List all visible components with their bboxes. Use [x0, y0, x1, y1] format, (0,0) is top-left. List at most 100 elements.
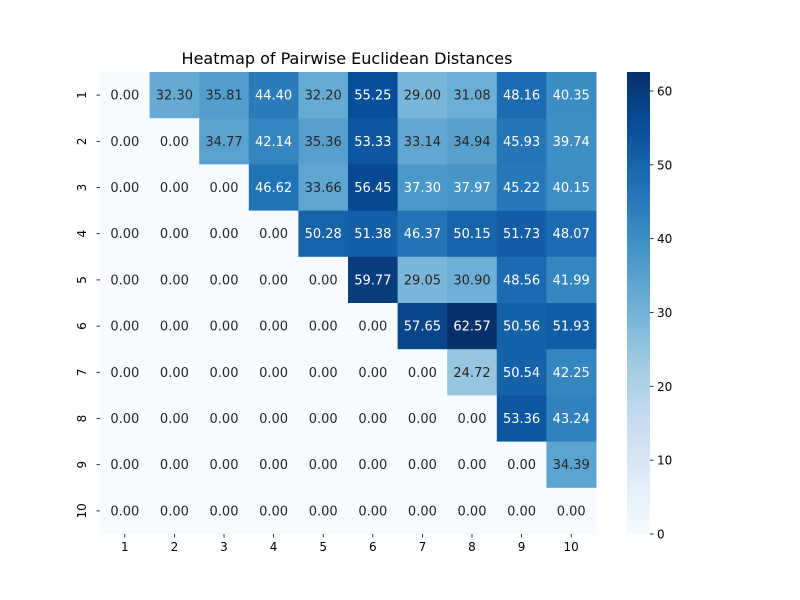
cell-value-label: 42.14	[255, 135, 292, 150]
colorbar-tick-label: 40	[657, 232, 672, 246]
heatmap-cell	[100, 487, 151, 535]
heatmap-cell	[496, 72, 547, 119]
heatmap-cell	[348, 303, 399, 350]
cell-value-label: 0.00	[358, 412, 387, 427]
heatmap-cell	[248, 487, 299, 535]
heatmap-cell	[546, 118, 597, 165]
heatmap-cell	[496, 118, 547, 165]
cell-value-label: 0.00	[408, 412, 437, 427]
cell-value-label: 0.00	[160, 181, 189, 196]
cell-value-label: 0.00	[110, 366, 139, 381]
cell-value-label: 0.00	[259, 227, 288, 242]
cell-value-label: 0.00	[358, 366, 387, 381]
heatmap-cell	[348, 118, 399, 165]
heatmap-cell	[447, 210, 498, 258]
cell-value-label: 0.00	[210, 458, 239, 473]
cell-value-label: 0.00	[557, 504, 586, 519]
heatmap-cell	[447, 349, 498, 396]
x-tick-label: 6	[369, 540, 377, 554]
heatmap-cell	[298, 441, 349, 489]
heatmap-cell	[149, 303, 200, 350]
heatmap-cell	[149, 487, 200, 535]
cell-value-label: 50.28	[305, 227, 342, 242]
cell-value-label: 44.40	[255, 89, 292, 104]
cell-value-label: 31.08	[453, 89, 490, 104]
x-tick-label: 8	[468, 540, 476, 554]
cell-value-label: 0.00	[458, 458, 487, 473]
heatmap-cell	[447, 303, 498, 350]
heatmap-cell	[348, 210, 399, 258]
heatmap-cell	[248, 441, 299, 489]
cell-value-label: 0.00	[408, 458, 437, 473]
heatmap-cell	[546, 164, 597, 212]
y-tick-label: 7	[75, 368, 89, 376]
x-axis-ticks: 1 2 3 4 5 6 7 8 9 10	[121, 534, 579, 554]
cell-value-label: 0.00	[309, 320, 338, 335]
heatmap-cell	[248, 210, 299, 258]
heatmap-cell	[100, 210, 151, 258]
y-tick-label: 3	[75, 184, 89, 192]
cell-value-label: 33.66	[305, 181, 342, 196]
cell-value-label: 0.00	[160, 227, 189, 242]
cell-value-label: 0.00	[210, 273, 239, 288]
cell-value-label: 0.00	[210, 412, 239, 427]
heatmap-cell	[149, 210, 200, 258]
cell-value-label: 0.00	[210, 181, 239, 196]
x-tick-label: 3	[220, 540, 228, 554]
colorbar-tick-label: 20	[657, 380, 672, 394]
heatmap-cell	[199, 256, 250, 304]
cell-value-label: 0.00	[110, 89, 139, 104]
cell-value-label: 0.00	[110, 273, 139, 288]
cell-value-label: 0.00	[259, 320, 288, 335]
heatmap-cell	[248, 164, 299, 212]
cell-value-label: 34.77	[205, 135, 242, 150]
cell-value-label: 51.93	[553, 320, 590, 335]
heatmap-cell	[397, 441, 448, 489]
cell-value-label: 0.00	[309, 273, 338, 288]
heatmap-cell	[348, 349, 399, 396]
cell-value-label: 34.94	[453, 135, 490, 150]
cell-value-label: 35.81	[205, 89, 242, 104]
x-tick-label: 10	[564, 540, 579, 554]
heatmap-cell	[496, 256, 547, 304]
heatmap-cell	[546, 441, 597, 489]
x-tick-label: 2	[171, 540, 179, 554]
cell-value-label: 0.00	[210, 320, 239, 335]
heatmap-cell	[496, 487, 547, 535]
cell-value-label: 0.00	[458, 412, 487, 427]
heatmap-cell	[496, 349, 547, 396]
cell-value-label: 55.25	[354, 89, 391, 104]
heatmap-cell	[298, 210, 349, 258]
heatmap-cell	[397, 487, 448, 535]
cell-value-label: 0.00	[358, 320, 387, 335]
heatmap-cell	[100, 118, 151, 165]
cell-value-label: 0.00	[358, 458, 387, 473]
cell-value-label: 0.00	[110, 412, 139, 427]
heatmap-cell	[298, 349, 349, 396]
y-tick-label: 1	[75, 91, 89, 99]
heatmap-cell	[100, 303, 151, 350]
colorbar: 0 10 20 30 40 50 60	[627, 72, 672, 542]
cell-value-label: 40.35	[553, 89, 590, 104]
cell-value-label: 39.74	[553, 135, 590, 150]
y-tick-label: 9	[75, 461, 89, 469]
cell-value-label: 29.05	[404, 273, 441, 288]
cell-value-label: 0.00	[259, 273, 288, 288]
heatmap-cell	[546, 256, 597, 304]
cell-value-label: 0.00	[259, 458, 288, 473]
x-tick-label: 9	[518, 540, 526, 554]
cell-value-label: 0.00	[210, 227, 239, 242]
cell-value-label: 56.45	[354, 181, 391, 196]
cell-value-label: 0.00	[160, 412, 189, 427]
heatmap-cell	[149, 349, 200, 396]
cell-value-label: 24.72	[453, 366, 490, 381]
heatmap-cell	[348, 164, 399, 212]
cell-value-label: 0.00	[110, 135, 139, 150]
heatmap-cell	[248, 395, 299, 443]
cell-value-label: 0.00	[309, 366, 338, 381]
heatmap-cell	[348, 256, 399, 304]
heatmap-cell	[496, 164, 547, 212]
cell-value-label: 48.16	[503, 89, 540, 104]
cell-value-label: 0.00	[408, 366, 437, 381]
x-tick-label: 7	[419, 540, 427, 554]
